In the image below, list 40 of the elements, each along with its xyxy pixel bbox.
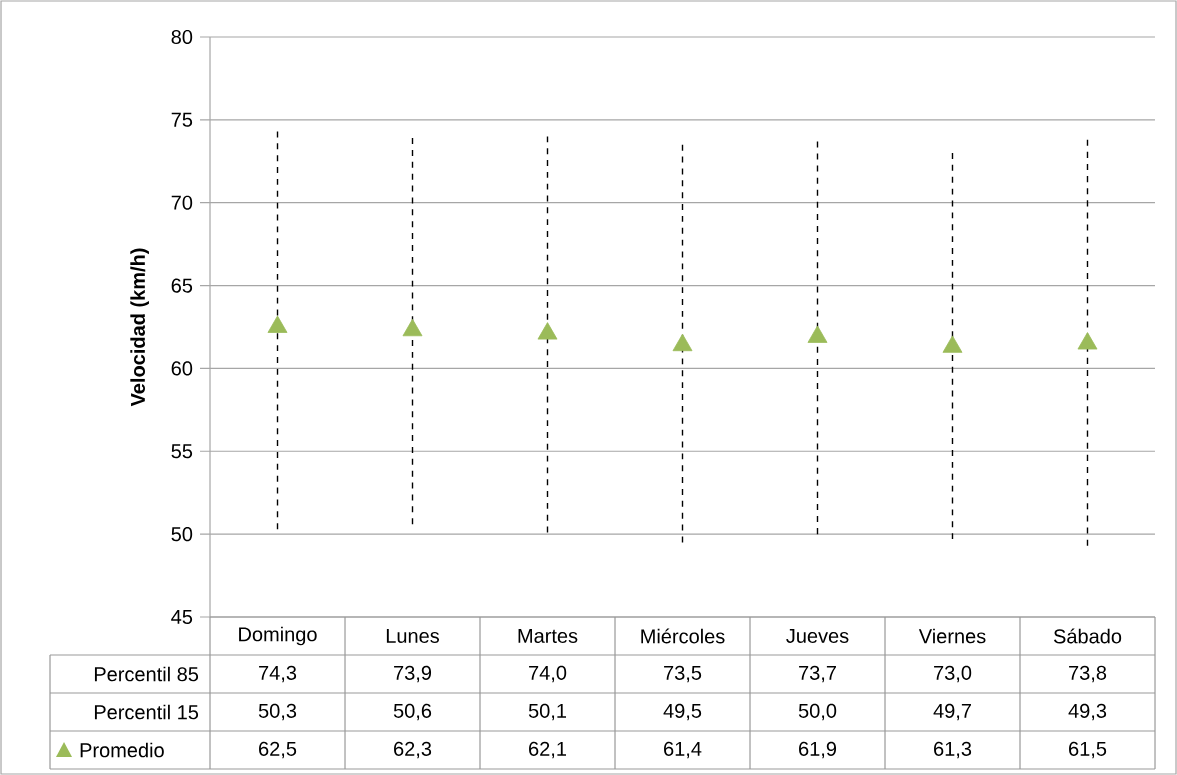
x-tick-label: Viernes xyxy=(918,628,986,644)
text: 73,0 xyxy=(934,665,972,683)
text: 50,6 xyxy=(393,703,432,721)
x-tick-label: Miércoles xyxy=(641,628,725,644)
text: Percentil 85 xyxy=(94,666,199,682)
text: 74,0 xyxy=(529,665,567,683)
y-tick-label: 50 xyxy=(171,527,193,542)
text: 49,3 xyxy=(1068,703,1107,721)
x-tick-label: Martes xyxy=(518,629,578,643)
text: Percentil 15 xyxy=(94,704,199,720)
y-tick-label: 55 xyxy=(171,444,193,459)
data-label: 61,3 xyxy=(934,741,972,759)
text: 50,1 xyxy=(528,703,567,721)
data-label: 62,1 xyxy=(529,741,567,759)
y-tick-label: 80 xyxy=(171,29,193,45)
text: 49,7 xyxy=(933,703,971,721)
legend-label: Promedio xyxy=(80,742,164,758)
y-tick-label: 60 xyxy=(171,361,193,376)
data-label: 61,9 xyxy=(799,741,837,759)
text: 50,0 xyxy=(798,703,837,721)
x-tick-label: Domingo xyxy=(239,626,317,646)
text: 73,8 xyxy=(1069,665,1107,683)
y-tick-label: 75 xyxy=(171,112,193,127)
data-label: 62,3 xyxy=(394,741,432,759)
y-tick-label: 45 xyxy=(171,610,193,624)
y-axis-title: Velocidad (km/h) xyxy=(130,248,149,407)
y-tick-label: 65 xyxy=(171,278,193,293)
text: 49,5 xyxy=(663,703,702,721)
text: 73,5 xyxy=(664,665,702,683)
text: 73,9 xyxy=(394,665,432,683)
x-tick-label: Sábado xyxy=(1053,628,1122,644)
text: 50,3 xyxy=(258,703,297,721)
x-tick-label: Lunes xyxy=(386,629,440,643)
y-tick-label: 70 xyxy=(171,195,193,210)
data-label: 61,4 xyxy=(664,741,702,759)
text: 73,7 xyxy=(799,665,836,683)
data-label: 61,5 xyxy=(1069,741,1107,759)
x-tick-label: Jueves xyxy=(786,629,849,643)
data-label: 62,5 xyxy=(259,741,297,759)
text: 74,3 xyxy=(259,665,297,683)
